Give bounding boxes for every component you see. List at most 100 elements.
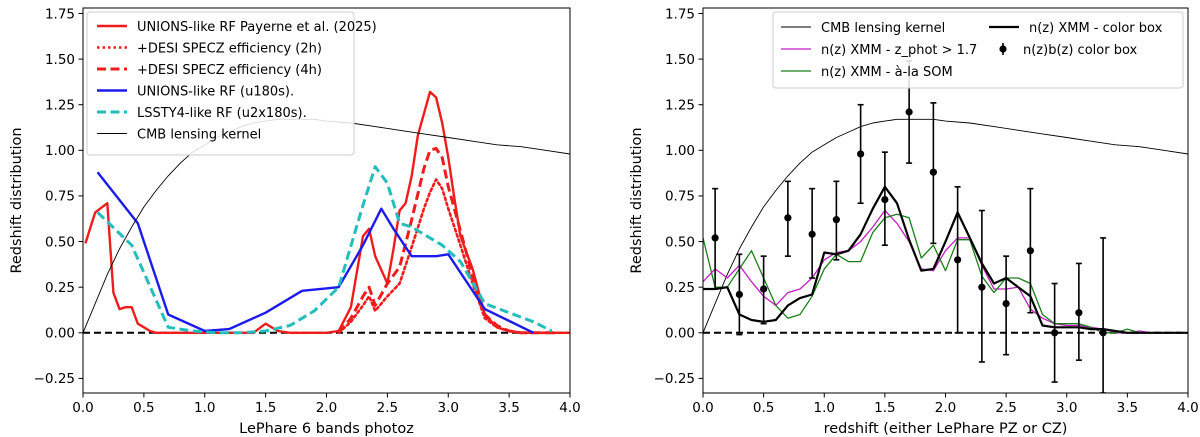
x-tick-label: 1.0 [194, 400, 215, 416]
legend-label: CMB lensing kernel [137, 128, 261, 143]
y-tick-label: 0.50 [45, 234, 75, 250]
errorbar-marker [881, 195, 889, 204]
x-tick-label: 0.0 [72, 400, 93, 416]
y-tick-label: 0.00 [45, 326, 75, 342]
legend-swatch [999, 45, 1007, 53]
legend-label: n(z) XMM - color box [1029, 21, 1163, 36]
y-tick-label: 0.75 [45, 189, 75, 205]
legend-label: CMB lensing kernel [821, 21, 945, 36]
x-tick-label: 1.5 [874, 400, 895, 416]
errorbar-point [735, 253, 743, 336]
errorbar-point [1002, 255, 1010, 356]
series-line-4 [96, 171, 535, 334]
y-axis-label: Redshift distribution [629, 127, 645, 273]
y-tick-label: 1.25 [45, 98, 75, 114]
legend-box [772, 11, 1184, 89]
errorbar-marker [735, 290, 743, 299]
series-line-2 [703, 209, 1188, 334]
errorbar-point [929, 102, 937, 245]
y-tick-label: 0.75 [665, 189, 695, 205]
errorbar-point [1099, 237, 1107, 393]
panel-2: 0.0 0.5 1.0 1.5 2.0 2.5 3.0 3.5 4.0 −0.25 0.00 0.25… [629, 6, 1199, 437]
x-tick-label: 1.5 [255, 400, 276, 416]
series-line-4 [703, 185, 1188, 334]
y-tick-label: 1.75 [45, 6, 75, 22]
x-tick-label: 3.0 [438, 400, 459, 416]
x-tick-label: 2.5 [995, 400, 1016, 416]
legend-label: UNIONS-like RF Payerne et al. (2025) [137, 20, 377, 35]
x-tick-label: 0.5 [133, 400, 154, 416]
panel-1: 0.0 0.5 1.0 1.5 2.0 2.5 3.0 3.5 4.0 −0.25 0.00 0.25… [9, 6, 581, 437]
x-tick-label: 1.0 [814, 400, 835, 416]
errorbar-point [1051, 282, 1059, 383]
errorbar-marker [1099, 329, 1107, 337]
errorbar-point [832, 180, 840, 261]
errorbar-marker [1026, 247, 1034, 255]
legend-label: +DESI SPECZ efficiency (4h) [137, 63, 322, 78]
x-tick-label: 0.0 [692, 400, 713, 416]
x-tick-label: 2.0 [316, 400, 337, 416]
errorbar-marker [784, 214, 792, 222]
x-tick-label: 0.5 [753, 400, 774, 416]
series-line-5 [96, 165, 553, 335]
legend-label: UNIONS-like RF (u180s). [137, 85, 294, 100]
errorbar-point [881, 151, 889, 247]
errorbar-marker [1075, 309, 1083, 317]
errorbar-point [954, 186, 962, 334]
legend-label: n(z) XMM - z_phot > 1.7 [821, 43, 977, 58]
errorbar-marker [1002, 299, 1010, 308]
plot-area [83, 90, 570, 335]
x-axis-label: LePhare 6 bands photoz [239, 421, 414, 437]
x-tick-label: 4.0 [559, 400, 580, 416]
x-tick-label: 4.0 [1177, 400, 1198, 416]
errorbar-marker [954, 256, 962, 264]
errorbar-point [1026, 187, 1034, 314]
errorbar-point [784, 180, 792, 257]
legend-box [86, 11, 355, 156]
errorbar-marker [832, 216, 840, 224]
errorbar-marker [929, 168, 937, 176]
series-line-2 [337, 178, 560, 335]
series-line-3 [703, 213, 1188, 334]
legend: UNIONS-like RF Payerne et al. (2025) +DES… [86, 11, 377, 156]
y-tick-label: 1.00 [45, 143, 75, 159]
legend-label: n(z) XMM - à-la SOM [821, 65, 953, 80]
x-axis-label: redshift (either LePhare PZ or CZ) [824, 421, 1068, 437]
x-tick-label: 2.5 [377, 400, 398, 416]
y-tick-label: −0.25 [654, 371, 695, 387]
legend-label: n(z)b(z) color box [1023, 43, 1138, 58]
y-tick-label: −0.25 [34, 371, 75, 387]
errorbar-point [857, 103, 865, 205]
x-tick-label: 3.0 [1056, 400, 1077, 416]
errorbar-point [978, 209, 986, 363]
y-tick-label: 0.50 [665, 234, 695, 250]
y-tick-label: 1.50 [45, 52, 75, 68]
plot-area [703, 60, 1188, 393]
errorbar-point [760, 255, 768, 325]
y-tick-label: 0.00 [665, 326, 695, 342]
legend-label: +DESI SPECZ efficiency (2h) [137, 42, 322, 57]
x-tick-label: 2.0 [935, 400, 956, 416]
axes-frame [82, 7, 571, 394]
legend: CMB lensing kernel n(z) XMM - z_phot > 1.… [772, 11, 1184, 89]
y-tick-label: 0.25 [665, 280, 695, 296]
y-tick-label: 1.25 [665, 98, 695, 114]
y-tick-label: 1.00 [665, 143, 695, 159]
y-tick-label: 1.75 [665, 6, 695, 22]
errorbar-marker [760, 285, 768, 293]
errorbar-marker [808, 230, 816, 238]
errorbar-point [808, 187, 816, 279]
legend-label: LSSTY4-like RF (u2x180s). [137, 106, 307, 121]
x-tick-label: 3.5 [498, 400, 519, 416]
x-tick-label: 3.5 [1117, 400, 1138, 416]
errorbar-marker [978, 283, 986, 291]
y-tick-label: 0.25 [45, 280, 75, 296]
series-line-1 [703, 118, 1188, 333]
y-tick-label: 1.50 [665, 52, 695, 68]
y-axis-label: Redshift distribution [9, 127, 25, 273]
errorbar-point [711, 187, 719, 290]
errorbar-marker [905, 108, 913, 116]
errorbar-point [1075, 262, 1083, 361]
errorbar-marker [711, 234, 719, 242]
